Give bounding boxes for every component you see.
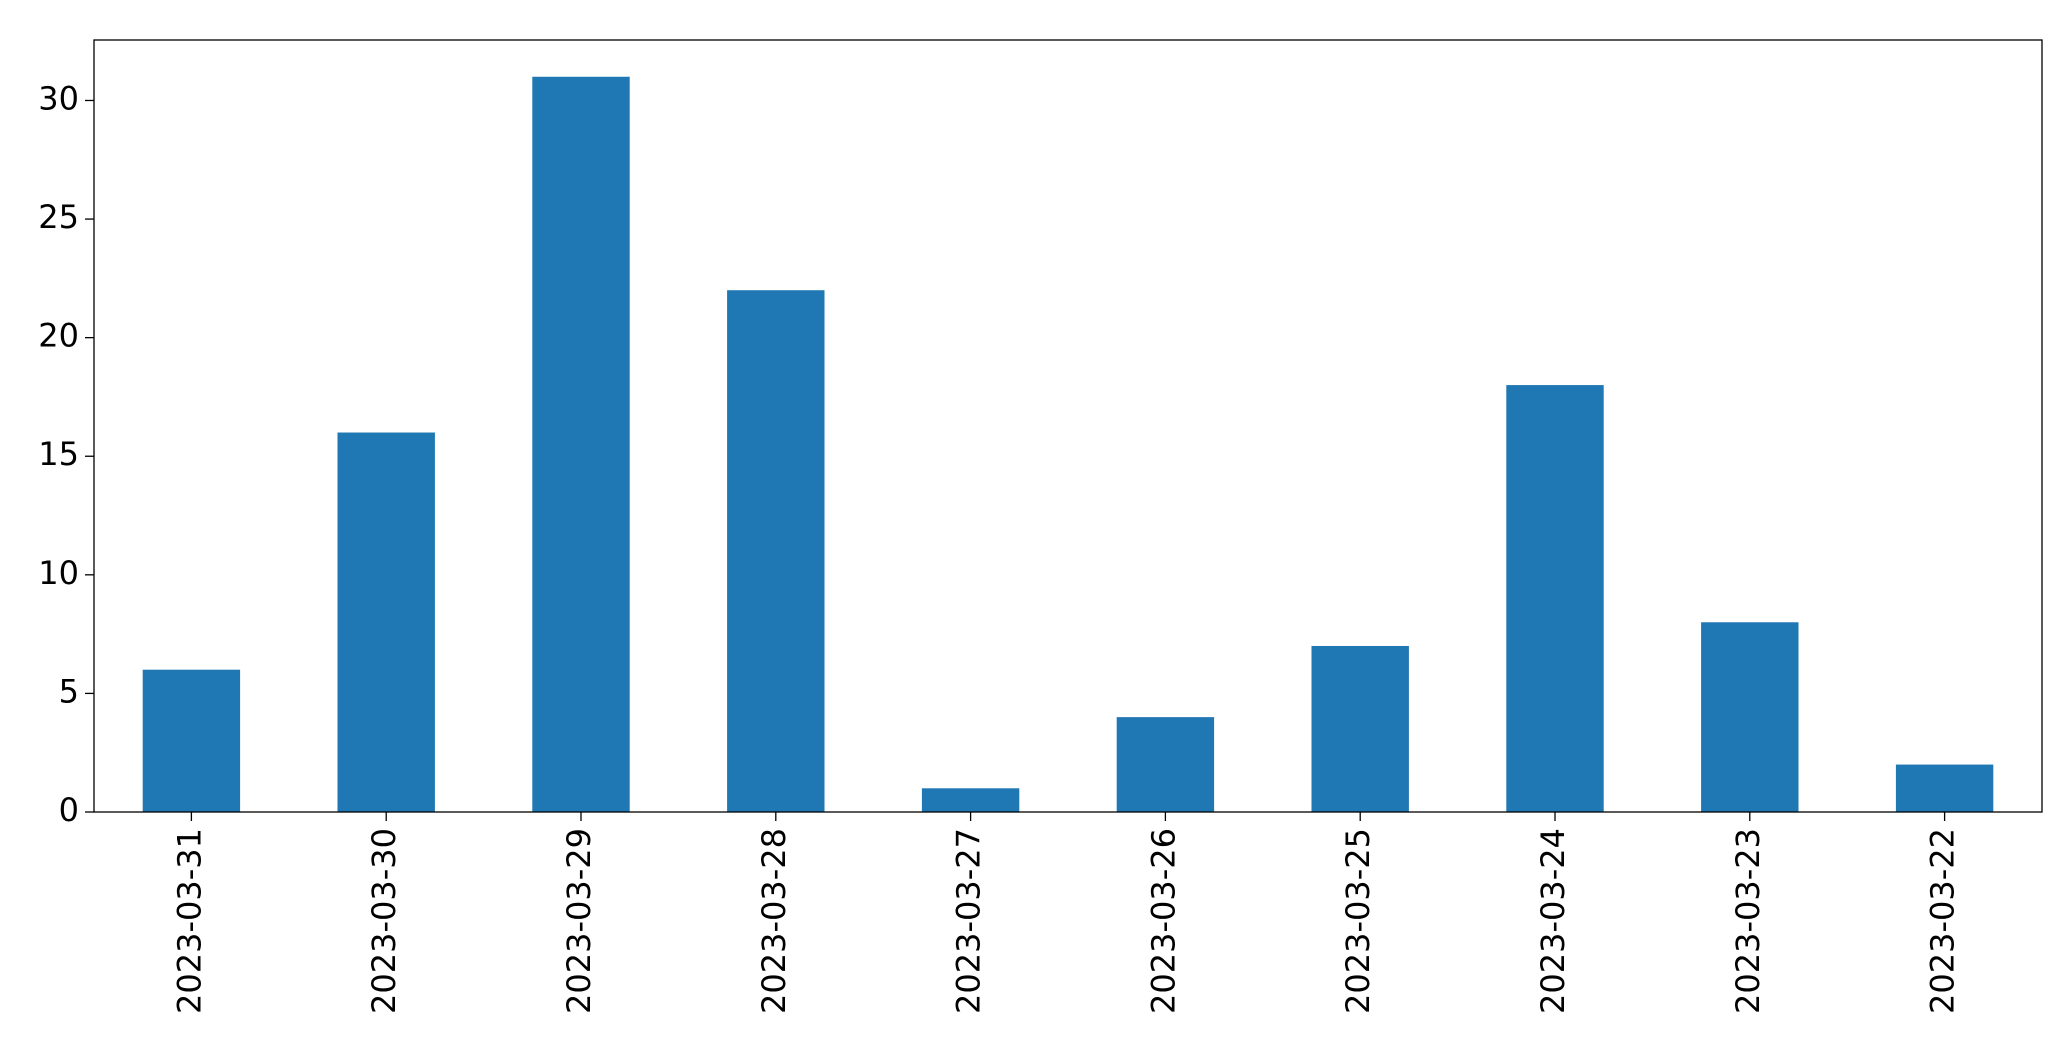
plot-frame (93, 39, 2043, 813)
x-tick-label: 2023-03-23 (1729, 828, 1767, 1014)
x-tick-label: 2023-03-31 (170, 828, 208, 1014)
x-tick-label: 2023-03-24 (1534, 828, 1572, 1014)
bar (1506, 385, 1604, 812)
y-tick-label: 10 (38, 554, 79, 592)
bar (1311, 645, 1409, 812)
bar (921, 788, 1020, 812)
x-tick-label: 2023-03-29 (560, 828, 598, 1014)
y-tick-label: 20 (38, 317, 79, 355)
bar (1116, 717, 1215, 812)
bar (1895, 764, 1994, 812)
x-tick-label: 2023-03-25 (1339, 828, 1377, 1014)
x-tick-label: 2023-03-27 (950, 828, 988, 1014)
x-tick-label: 2023-03-22 (1924, 828, 1962, 1014)
x-tick-label: 2023-03-26 (1144, 828, 1182, 1014)
bar (532, 76, 630, 812)
bar (142, 669, 241, 812)
bar (727, 290, 825, 812)
bar (337, 432, 435, 812)
y-tick-label: 30 (38, 79, 79, 117)
y-tick-label: 25 (38, 198, 79, 236)
bar (1701, 622, 1799, 812)
y-tick-label: 15 (38, 435, 79, 473)
y-tick-label: 0 (59, 791, 79, 829)
x-tick-label: 2023-03-28 (755, 828, 793, 1014)
y-tick-label: 5 (59, 672, 79, 710)
x-tick-label: 2023-03-30 (365, 828, 403, 1014)
